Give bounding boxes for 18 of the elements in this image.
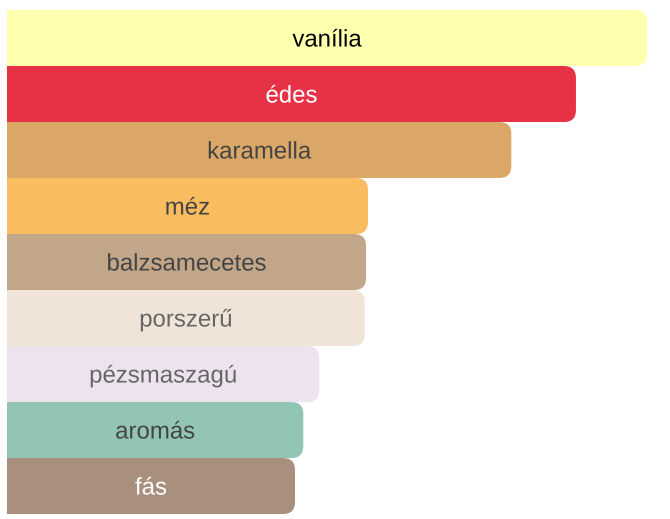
bar — [7, 402, 304, 458]
bar — [7, 122, 512, 178]
bar — [7, 66, 576, 122]
y-tick-label: balzsamecetes — [106, 249, 267, 276]
bar — [7, 10, 647, 66]
bar — [7, 346, 320, 402]
y-tick-label: aromás — [115, 417, 196, 444]
y-tick-label: édes — [265, 81, 318, 108]
y-tick-label: karamella — [207, 137, 312, 164]
bar — [7, 234, 366, 290]
y-tick-label: pézsmaszagú — [89, 361, 238, 388]
y-tick-label: porszerű — [139, 305, 233, 332]
y-tick-label: vanília — [292, 25, 362, 52]
y-tick-label: fás — [134, 473, 168, 500]
bar — [7, 290, 365, 346]
y-tick-label: méz — [164, 193, 210, 220]
bar — [7, 458, 295, 514]
bar — [7, 178, 368, 234]
